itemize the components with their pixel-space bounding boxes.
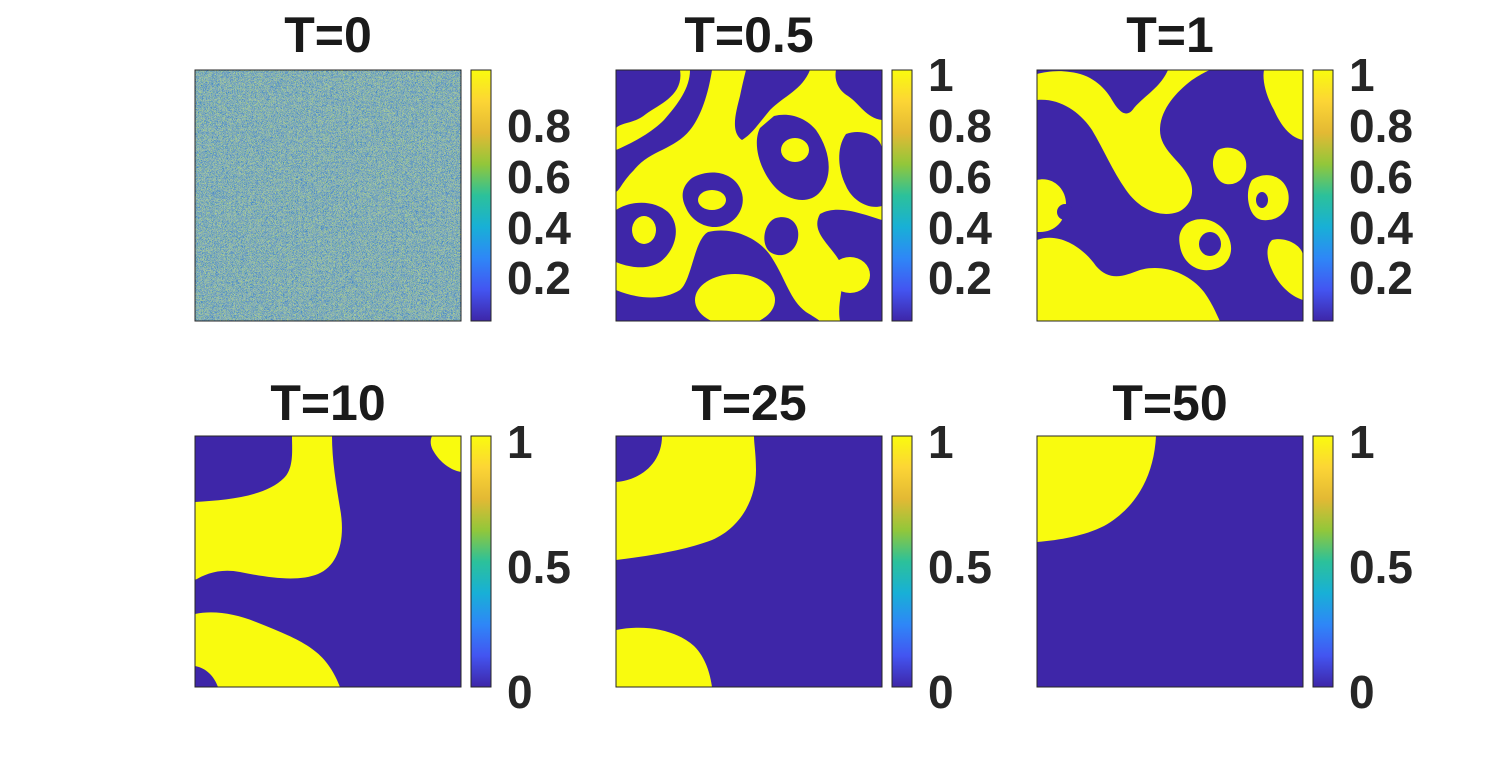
colorbar-tick-label: 0.4 xyxy=(928,202,992,254)
colorbar-tick-label: 0 xyxy=(507,666,533,718)
colorbar: 0.8 0.6 0.4 0.2 xyxy=(470,69,571,322)
colorbar: 1 0.5 0 xyxy=(1312,416,1413,718)
colorbar-tick-label: 1 xyxy=(507,416,533,468)
colorbar-tick-label: 0.8 xyxy=(928,100,992,152)
heatmap-image xyxy=(616,436,882,687)
colorbar-tick-label: 0.8 xyxy=(1349,100,1413,152)
colorbar-tick-label: 0.5 xyxy=(1349,541,1413,593)
colorbar: 1 0.5 0 xyxy=(470,416,571,718)
panel-t25: T=25 1 0.5 0 xyxy=(615,375,992,718)
heatmap-image xyxy=(1037,436,1303,687)
heatmap-image xyxy=(1037,70,1303,321)
panel-title: T=25 xyxy=(691,375,806,431)
colorbar-tick-label: 1 xyxy=(1349,49,1375,101)
heatmap-image xyxy=(195,436,461,687)
colorbar-tick-label: 0.8 xyxy=(507,100,571,152)
colorbar: 1 0.8 0.6 0.4 0.2 xyxy=(891,49,992,322)
colorbar-tick-label: 0.5 xyxy=(928,541,992,593)
panel-t0: T=0 0.8 0.6 0.4 0.2 xyxy=(194,7,571,322)
colorbar-tick-label: 1 xyxy=(928,49,954,101)
panel-title: T=10 xyxy=(270,375,385,431)
colorbar-tick-label: 0.4 xyxy=(1349,202,1413,254)
panel-title: T=50 xyxy=(1112,375,1227,431)
colorbar-tick-label: 1 xyxy=(1349,416,1375,468)
colorbar-tick-label: 0.2 xyxy=(1349,252,1413,304)
colorbar-tick-label: 0.6 xyxy=(507,151,571,203)
colorbar-tick-label: 0 xyxy=(1349,666,1375,718)
panel-t1: T=1 1 0.8 0.6 xyxy=(1036,7,1413,322)
panel-title: T=1 xyxy=(1126,7,1214,63)
panel-title: T=0.5 xyxy=(684,7,813,63)
colorbar-tick-label: 0 xyxy=(928,666,954,718)
panel-t10: T=10 1 0.5 0 xyxy=(194,375,571,718)
colorbar-tick-label: 1 xyxy=(928,416,954,468)
heatmap-image xyxy=(616,70,882,321)
colorbar-tick-label: 0.4 xyxy=(507,202,571,254)
colorbar: 1 0.5 0 xyxy=(891,416,992,718)
panel-t50: T=50 1 0.5 0 xyxy=(1036,375,1413,718)
colorbar-tick-label: 0.2 xyxy=(507,252,571,304)
colorbar: 1 0.8 0.6 0.4 0.2 xyxy=(1312,49,1413,322)
colorbar-tick-label: 0.6 xyxy=(1349,151,1413,203)
panel-t0-5: T=0.5 xyxy=(615,7,992,322)
colorbar-tick-label: 0.6 xyxy=(928,151,992,203)
heatmap-image xyxy=(195,70,461,321)
panel-title: T=0 xyxy=(284,7,372,63)
colorbar-tick-label: 0.2 xyxy=(928,252,992,304)
colorbar-tick-label: 0.5 xyxy=(507,541,571,593)
